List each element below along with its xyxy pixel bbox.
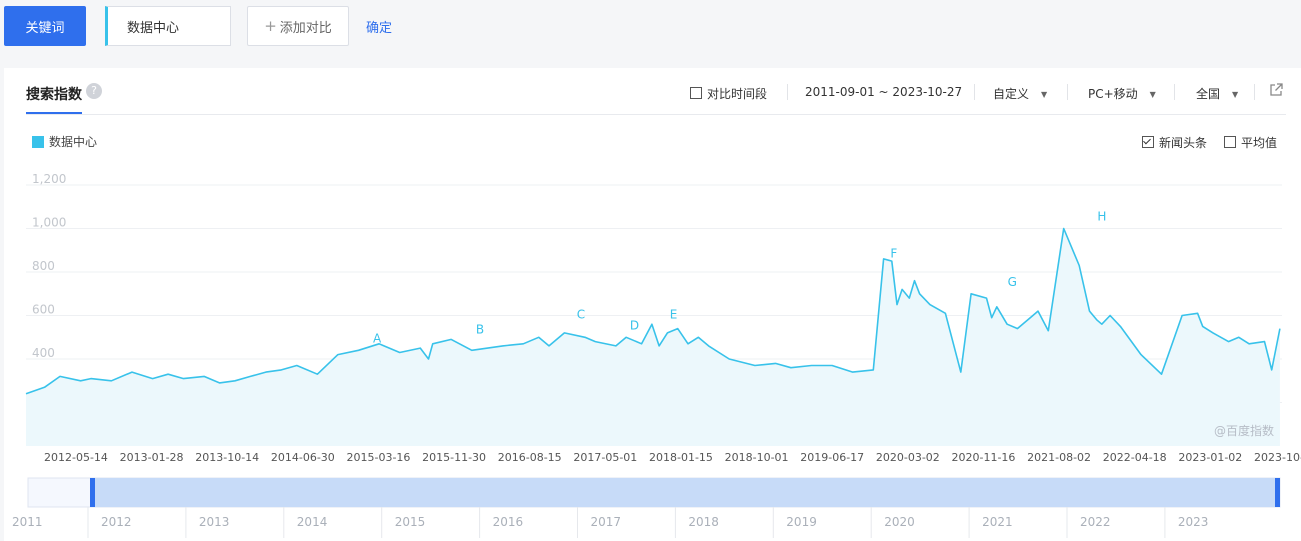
navigator-year-label: 2014: [297, 515, 328, 529]
x-tick-label: 2022-04-18: [1103, 451, 1167, 464]
keyword-mode-button[interactable]: 关键词: [4, 6, 86, 46]
series-line[interactable]: [25, 227, 1281, 395]
query-toolbar: 关键词 数据中心 + 添加对比 确定: [0, 0, 1301, 66]
add-compare-label: 添加对比: [279, 20, 332, 36]
watermark: @百度指数: [1214, 424, 1275, 438]
divider: [787, 84, 788, 100]
x-tick-label: 2017-05-01: [573, 451, 637, 464]
legend-swatch: [32, 135, 44, 148]
news-checkbox[interactable]: [1142, 136, 1154, 148]
navigator-year-label: 2019: [786, 515, 817, 529]
news-marker-label[interactable]: G: [1008, 275, 1017, 289]
navigator-left-handle[interactable]: [90, 478, 95, 507]
question-circle-icon[interactable]: ?: [86, 83, 102, 99]
search-index-panel: 搜索指数 ? 对比时间段 2011-09-01 ~ 2023-10-27 自定义…: [4, 68, 1301, 541]
compare-period-toggle[interactable]: 对比时间段: [690, 85, 767, 102]
x-tick-label: 2013-01-28: [120, 451, 184, 464]
news-marker-label[interactable]: B: [476, 323, 484, 337]
divider: [1174, 84, 1175, 100]
x-tick-label: 2020-03-02: [876, 451, 940, 464]
news-marker-label[interactable]: H: [1097, 210, 1106, 224]
chart-legend[interactable]: 数据中心: [32, 133, 97, 150]
date-range-picker[interactable]: 2011-09-01 ~ 2023-10-27: [805, 85, 963, 99]
keyword-input[interactable]: 数据中心: [105, 6, 231, 46]
range-mode-label: 自定义: [993, 87, 1030, 101]
y-tick-label: 1,200: [32, 172, 66, 186]
caret-down-icon: ▼: [1149, 90, 1156, 99]
caret-down-icon: ▼: [1232, 90, 1239, 99]
y-tick-label: 1,000: [32, 216, 66, 230]
average-checkbox[interactable]: [1224, 136, 1236, 148]
region-label: 全国: [1196, 87, 1221, 101]
x-tick-label: 2019-06-17: [800, 451, 864, 464]
x-tick-label: 2023-10-23: [1254, 451, 1301, 464]
compare-period-label: 对比时间段: [707, 87, 768, 101]
navigator-year-label: 2022: [1080, 515, 1111, 529]
navigator-right-handle[interactable]: [1275, 478, 1280, 507]
range-mode-select[interactable]: 自定义 ▼: [993, 85, 1047, 102]
tab-search-index[interactable]: 搜索指数: [26, 87, 82, 103]
header-divider: [26, 114, 1286, 115]
navigator-year-label: 2011: [12, 515, 43, 529]
x-tick-label: 2023-01-02: [1178, 451, 1242, 464]
news-toggle[interactable]: 新闻头条: [1142, 134, 1207, 151]
divider: [1067, 84, 1068, 100]
x-tick-label: 2013-10-14: [195, 451, 259, 464]
news-marker-label[interactable]: C: [577, 307, 585, 321]
y-tick-label: 800: [32, 259, 55, 273]
x-tick-label: 2014-06-30: [271, 451, 335, 464]
navigator-year-label: 2013: [199, 515, 230, 529]
navigator-year-label: 2017: [591, 515, 622, 529]
divider: [974, 84, 975, 100]
navigator-year-label: 2018: [688, 515, 719, 529]
average-toggle[interactable]: 平均值: [1224, 134, 1277, 151]
navigator-year-label: 2015: [395, 515, 426, 529]
navigator-year-label: 2012: [101, 515, 132, 529]
navigator-year-label: 2016: [493, 515, 524, 529]
region-select[interactable]: 全国 ▼: [1196, 85, 1238, 102]
add-compare-button[interactable]: + 添加对比: [247, 6, 349, 46]
news-marker-label[interactable]: F: [890, 246, 897, 260]
x-tick-label: 2020-11-16: [952, 451, 1016, 464]
navigator-year-label: 2021: [982, 515, 1013, 529]
y-tick-label: 600: [32, 303, 55, 317]
x-tick-label: 2012-05-14: [44, 451, 108, 464]
navigator-year-label: 2023: [1178, 515, 1209, 529]
news-label: 新闻头条: [1159, 136, 1208, 150]
x-tick-label: 2015-11-30: [422, 451, 486, 464]
x-tick-label: 2015-03-16: [347, 451, 411, 464]
divider: [1254, 84, 1255, 100]
caret-down-icon: ▼: [1041, 90, 1048, 99]
plus-icon: +: [264, 17, 277, 35]
x-tick-label: 2021-08-02: [1027, 451, 1091, 464]
news-marker-label[interactable]: A: [373, 331, 382, 345]
external-link-icon[interactable]: [1268, 82, 1284, 98]
device-label: PC+移动: [1088, 87, 1138, 101]
average-label: 平均值: [1241, 136, 1278, 150]
compare-period-checkbox[interactable]: [690, 87, 702, 99]
navigator-selection[interactable]: [93, 478, 1278, 507]
legend-label: 数据中心: [49, 135, 98, 149]
device-select[interactable]: PC+移动 ▼: [1088, 85, 1156, 102]
news-marker-label[interactable]: D: [630, 318, 639, 332]
x-tick-label: 2018-10-01: [725, 451, 789, 464]
news-marker-label[interactable]: E: [670, 307, 678, 321]
series-area: [26, 228, 1280, 446]
confirm-link[interactable]: 确定: [366, 21, 393, 36]
y-tick-label: 400: [32, 346, 55, 360]
navigator-year-label: 2020: [884, 515, 915, 529]
x-tick-label: 2016-08-15: [498, 451, 562, 464]
active-tab-indicator: [26, 112, 82, 114]
x-tick-label: 2018-01-15: [649, 451, 713, 464]
